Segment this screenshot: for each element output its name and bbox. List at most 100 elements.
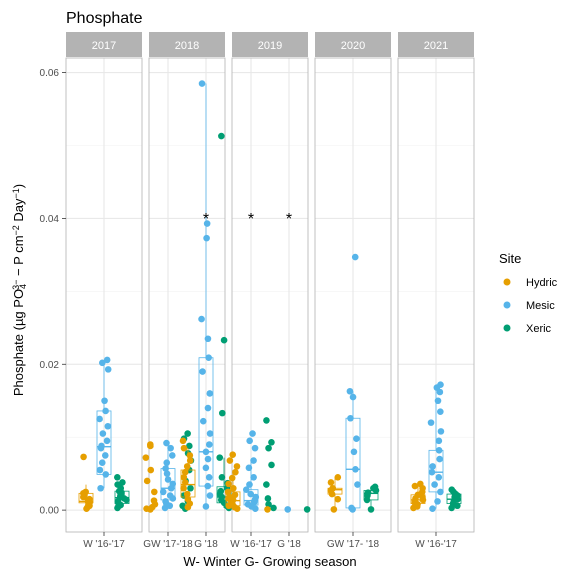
data-point [268,461,275,469]
panel-background [232,58,308,532]
data-point [233,463,241,470]
data-point [367,506,375,513]
data-point [347,414,354,422]
group-hydric [179,437,196,511]
x-tick-label: GW '17-'18 [143,539,193,550]
data-point [329,484,337,492]
data-point [114,474,121,481]
legend-key-mesic [503,301,511,309]
data-point [205,441,213,448]
data-point [226,457,234,464]
data-point [86,495,93,503]
data-point [101,397,108,405]
facet-strip-label: 2020 [341,40,365,52]
y-axis-title: Phosphate (µg PO43− − P cm−2 Day−1) [11,184,28,396]
x-tick-label: GW '17- '18 [327,539,380,550]
data-point [198,315,205,323]
facet-strip [66,32,142,57]
data-point [364,489,372,496]
x-axis-title: W- Winter G- Growing season [183,554,356,569]
panel-border [231,57,309,533]
legend: Site Hydric Mesic Xeric [499,251,558,335]
data-point [103,356,111,364]
data-point [436,455,443,463]
data-point [142,454,150,461]
facet-strip [232,32,308,57]
data-point [102,407,109,415]
data-point [434,397,442,405]
y-tick-label: 0.00 [40,506,60,517]
facet-strip [315,32,391,57]
data-point [219,409,226,417]
significance-marker: * [286,211,292,228]
data-point [163,470,171,477]
data-point [411,482,419,490]
data-point [96,415,103,423]
data-point [181,479,189,486]
group-hydric [410,480,427,512]
data-point [186,457,194,464]
group-xeric [446,486,462,512]
data-point [417,480,424,488]
facet-2018: 2018 GW '17-'18 G '18 * [142,32,233,550]
data-point [371,483,379,491]
group-mesic [427,381,445,512]
group-hydric [142,441,159,513]
data-point [250,457,257,464]
data-point [263,481,270,488]
data-point [303,506,311,513]
significance-marker: * [248,211,254,228]
data-point [198,80,206,87]
data-point [346,387,354,395]
data-point [203,234,210,242]
data-point [147,466,155,474]
data-point [143,505,150,512]
data-point [162,498,169,505]
data-point [183,463,191,470]
group-xeric [363,483,380,513]
data-point [96,466,104,474]
facet-2019: 2019 W '16-'17 G '18 * * [224,32,311,550]
data-point [98,359,106,367]
data-point [186,442,193,450]
data-point [348,504,355,512]
data-point [199,368,206,375]
data-point [263,417,270,424]
data-point [428,468,436,476]
data-point [437,488,444,496]
data-point [353,435,360,442]
data-point [264,506,271,513]
x-tick-label: W '16-'17 [415,539,457,550]
data-point [104,366,112,373]
data-point [217,487,225,495]
facet-strip [149,32,225,57]
group-hydric [327,474,343,513]
group-mesic [345,253,361,513]
facet-strip-label: 2019 [258,40,282,52]
data-point [216,454,224,461]
data-point [147,441,154,448]
data-point [204,404,212,412]
significance-marker: * [203,211,209,228]
data-point [354,481,361,488]
data-point [180,484,187,492]
y-tick-label: 0.02 [40,360,60,371]
data-point [429,463,436,470]
data-point [427,419,435,426]
data-point [180,474,188,481]
data-point [204,455,212,463]
y-tick-label: 0.04 [40,214,60,225]
data-point [104,422,112,430]
data-point [226,493,233,501]
data-point [206,390,214,397]
data-point [204,335,212,343]
data-point [246,481,253,488]
data-point [151,488,158,496]
data-point [230,484,237,492]
data-point [228,474,236,482]
data-point [435,474,443,481]
data-point [437,408,444,415]
group-mesic [242,430,260,512]
data-point [179,437,187,445]
data-point [327,479,335,486]
